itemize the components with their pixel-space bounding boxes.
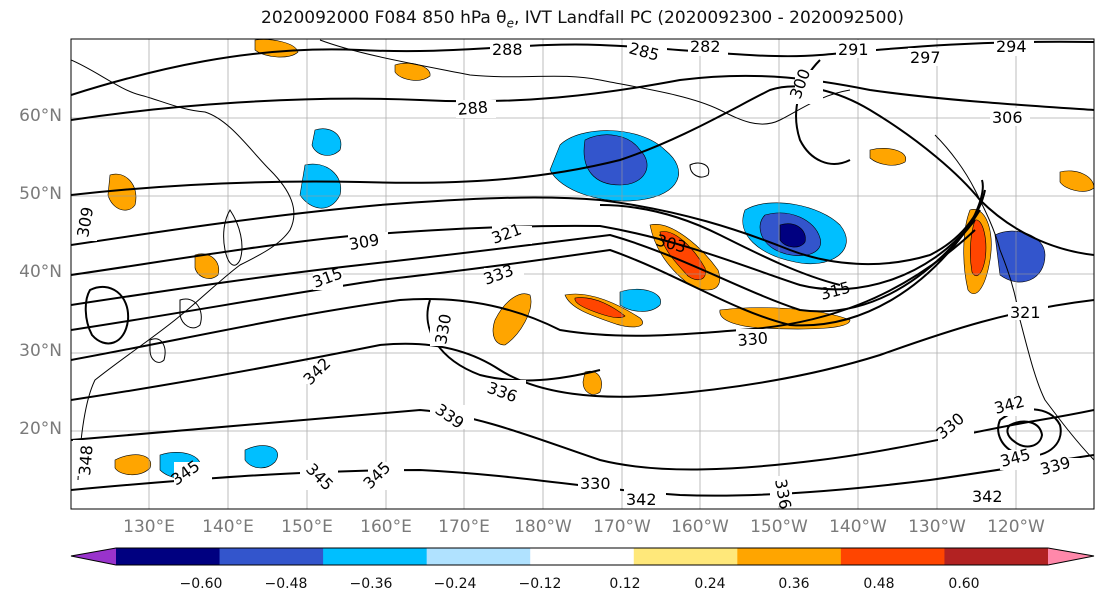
lat-label-60n: 60°N <box>19 106 62 126</box>
negative-anomaly-region <box>779 223 806 248</box>
lon-label: 150°W <box>750 517 808 537</box>
contour-label: 294 <box>996 37 1027 56</box>
contour-label: 321 <box>1010 303 1041 322</box>
contour-label: 297 <box>910 48 941 67</box>
coastlines <box>71 39 1094 481</box>
graticule <box>71 39 1094 509</box>
positive-anomaly-region <box>492 293 532 346</box>
map-title: 2020092000 F084 850 hPa θe, IVT Landfall… <box>0 8 1105 30</box>
lon-label: 170°W <box>593 517 651 537</box>
lon-label: 140°W <box>829 517 887 537</box>
negative-anomaly-region <box>244 445 278 469</box>
lon-label: 120°W <box>987 517 1045 537</box>
contour-label: 330 <box>737 328 769 350</box>
lon-label: 160°E <box>360 517 412 537</box>
positive-anomaly-region <box>970 219 987 276</box>
lon-label: 130°E <box>123 517 175 537</box>
colorbar <box>70 547 1095 566</box>
contour-label: 282 <box>690 37 721 56</box>
lon-label: 160°W <box>671 517 729 537</box>
colorbar-segment <box>633 548 738 565</box>
colorbar-segment <box>737 548 842 565</box>
contour-label: 348 <box>75 444 97 476</box>
positive-anomaly-region <box>107 173 137 211</box>
negative-anomaly-region <box>311 128 342 156</box>
colorbar-extend-high <box>1048 548 1094 565</box>
colorbar-tick-label: −0.60 <box>179 576 223 592</box>
colorbar-segment <box>219 548 324 565</box>
negative-anomaly-region <box>619 288 661 312</box>
shaded-regions <box>107 39 1094 479</box>
contour-label: 342 <box>972 487 1003 506</box>
colorbar-tick-label: −0.48 <box>264 576 308 592</box>
positive-anomaly-region <box>114 454 152 476</box>
colorbar-segments <box>71 548 1094 565</box>
title-text: 2020092000 F084 850 hPa θ <box>261 8 507 28</box>
theta-e-contours <box>71 40 1094 497</box>
lon-label: 130°W <box>908 517 966 537</box>
colorbar-tick-label: −0.12 <box>518 576 562 592</box>
colorbar-tick-label: 0.48 <box>863 576 895 592</box>
positive-anomaly-region <box>582 370 602 395</box>
contour-labels: 288 285 282 291 294 297 300 288 306 309 … <box>73 37 1080 509</box>
colorbar-segment <box>426 548 531 565</box>
colorbar-extend-low <box>71 548 116 565</box>
lat-label-50n: 50°N <box>19 184 62 204</box>
contour-label: 288 <box>492 40 523 59</box>
colorbar-segment <box>530 548 635 565</box>
colorbar-segment <box>840 548 945 565</box>
contour-label: 330 <box>580 474 611 493</box>
colorbar-tick-label: 0.36 <box>778 576 810 592</box>
colorbar-segment <box>323 548 428 565</box>
contour-label: 306 <box>992 108 1023 127</box>
colorbar-tick-label: −0.36 <box>349 576 393 592</box>
colorbar-outline <box>70 547 1095 566</box>
map-frame <box>70 38 1095 510</box>
negative-anomaly-region <box>299 163 342 209</box>
title-text-rest: , IVT Landfall PC (2020092300 - 20200925… <box>513 8 904 28</box>
lon-label: 180°W <box>514 517 572 537</box>
colorbar-tick-label: 0.60 <box>948 576 980 592</box>
colorbar-segment <box>944 548 1049 565</box>
map-panel: 288 285 282 291 294 297 300 288 306 309 … <box>71 37 1094 509</box>
colorbar-segment <box>116 548 221 565</box>
contour-label: 342 <box>626 490 657 509</box>
lat-label-20n: 20°N <box>19 419 62 439</box>
colorbar-tick-label: −0.24 <box>433 576 477 592</box>
colorbar-tick-label: 0.24 <box>694 576 726 592</box>
contour-label: 288 <box>457 97 489 119</box>
positive-anomaly-region <box>574 297 626 318</box>
lat-label-40n: 40°N <box>19 262 62 282</box>
lat-label-30n: 30°N <box>19 341 62 361</box>
negative-anomaly-region <box>583 134 648 186</box>
lon-label: 150°E <box>281 517 333 537</box>
lon-label: 140°E <box>202 517 254 537</box>
colorbar-tick-label: 0.12 <box>609 576 641 592</box>
contour-label: 291 <box>838 40 869 59</box>
title-subscript: e <box>506 16 514 31</box>
lon-label: 170°E <box>438 517 490 537</box>
positive-anomaly-region <box>869 148 907 166</box>
